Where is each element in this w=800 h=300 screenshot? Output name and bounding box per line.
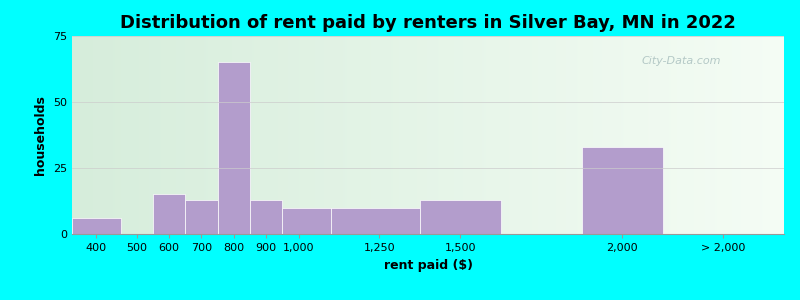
Bar xyxy=(250,200,282,234)
Y-axis label: households: households xyxy=(34,95,47,175)
X-axis label: rent paid ($): rent paid ($) xyxy=(383,259,473,272)
Bar xyxy=(282,208,331,234)
Bar xyxy=(72,218,121,234)
Title: Distribution of rent paid by renters in Silver Bay, MN in 2022: Distribution of rent paid by renters in … xyxy=(120,14,736,32)
Text: City-Data.com: City-Data.com xyxy=(642,56,721,66)
Bar xyxy=(186,200,218,234)
Bar xyxy=(153,194,186,234)
Bar xyxy=(582,147,662,234)
Bar xyxy=(420,200,501,234)
Bar xyxy=(218,62,250,234)
Bar xyxy=(331,208,420,234)
